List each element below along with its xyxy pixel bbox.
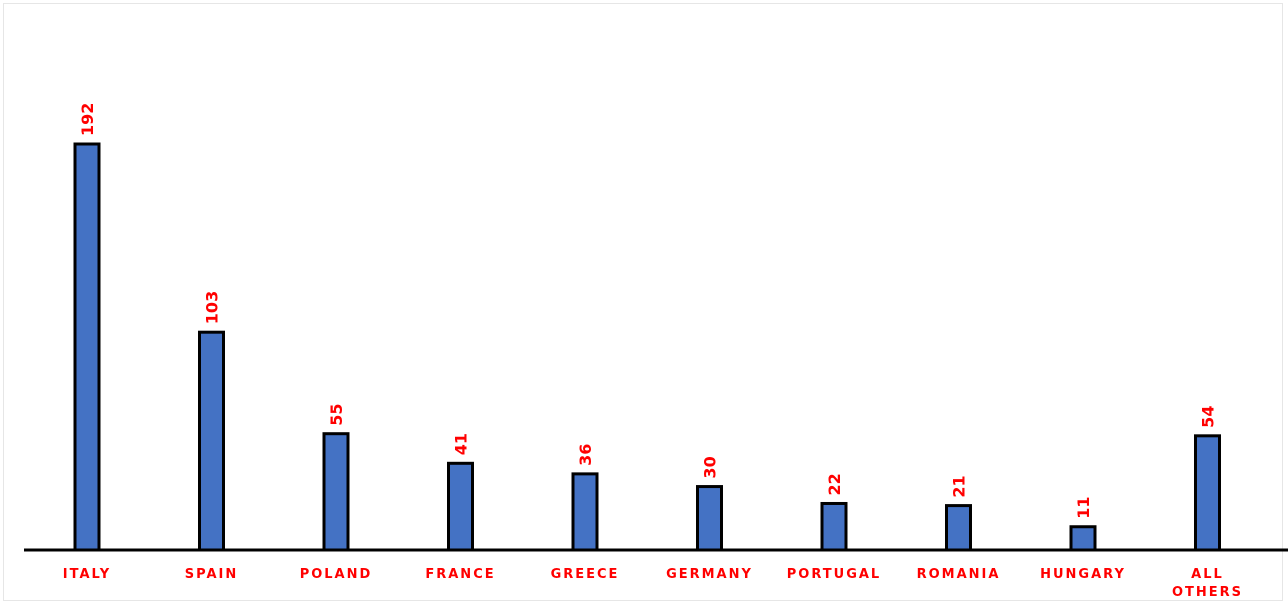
category-label-greece: GREECE [551, 567, 620, 582]
value-label-france: 41 [452, 433, 471, 455]
bar-germany [696, 485, 723, 552]
bar-italy [73, 142, 101, 552]
bar-portugal [820, 501, 848, 552]
category-label-all-others: ALL OTHERS [1172, 567, 1243, 600]
value-label-hungary: 11 [1074, 496, 1093, 518]
category-labels-group: ITALY SPAIN POLAND FRANCE GREECE GERMANY PORTU… [63, 567, 1243, 600]
value-label-greece: 36 [576, 444, 595, 466]
value-label-portugal: 22 [825, 473, 844, 495]
chart-frame [3, 3, 1283, 601]
category-label-france: FRANCE [425, 567, 495, 582]
bars-group [73, 142, 1221, 552]
category-label-poland: POLAND [300, 567, 373, 582]
bar-poland [322, 432, 350, 552]
value-label-germany: 30 [701, 456, 720, 478]
value-label-romania: 21 [950, 475, 969, 497]
value-labels-group: 192 103 55 41 36 30 22 21 11 54 [78, 103, 1218, 519]
bar-greece [571, 472, 599, 552]
category-label-portugal: PORTUGAL [787, 567, 881, 582]
value-label-all-others: 54 [1199, 406, 1218, 428]
category-label-spain: SPAIN [185, 567, 238, 582]
category-label-germany: GERMANY [666, 567, 753, 582]
category-label-romania: ROMANIA [917, 567, 1001, 582]
bar-hungary [1069, 525, 1097, 552]
value-label-italy: 192 [78, 103, 97, 136]
bar-all-others [1194, 434, 1221, 552]
bar-spain [198, 330, 225, 552]
bar-romania [945, 504, 972, 552]
value-label-poland: 55 [327, 403, 346, 425]
bar-france [447, 461, 474, 552]
category-label-italy: ITALY [63, 567, 111, 582]
category-label-hungary: HUNGARY [1040, 567, 1126, 582]
value-label-spain: 103 [203, 291, 222, 324]
